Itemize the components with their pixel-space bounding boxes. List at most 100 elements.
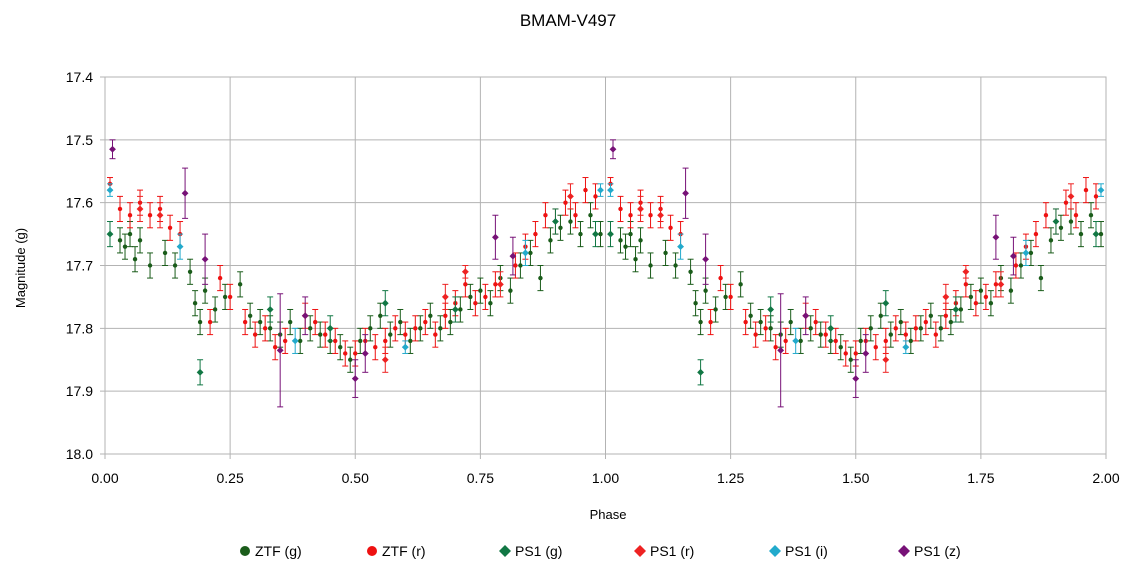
data-point [623,244,628,249]
data-point [567,192,574,200]
data-point [127,231,133,237]
data-point [443,313,448,318]
data-point [227,294,233,300]
data-point [361,350,369,357]
data-point [873,344,878,350]
y-tick-label: 17.7 [66,258,93,274]
data-point [942,293,950,301]
data-point [952,306,960,313]
data-point [848,357,853,362]
data-point [509,252,517,260]
x-tick-label: 1.00 [592,470,619,486]
data-point [702,255,709,263]
data-point [753,332,758,337]
data-point [882,299,890,307]
data-point [291,337,299,345]
data-point [423,319,428,325]
data-point [888,332,893,337]
data-point [176,243,184,251]
data-point [137,238,143,243]
data-point [338,344,343,350]
legend-marker [367,546,377,556]
data-point [267,326,273,331]
data-point [607,186,614,194]
data-point [441,293,449,301]
data-point [1048,238,1054,243]
x-tick-label: 0.25 [217,470,244,486]
data-point [978,288,984,293]
data-point [1038,275,1044,281]
data-point [973,301,979,306]
data-point [197,319,203,325]
data-point [513,263,518,268]
data-point [308,326,313,331]
data-point [838,344,843,350]
series-group [106,139,1105,408]
data-point [648,263,653,268]
data-point [1008,288,1014,293]
data-point [117,206,123,212]
data-point [1010,252,1017,260]
data-point [609,145,617,153]
data-point [106,186,114,194]
x-tick-label: 1.75 [967,470,994,486]
data-point [673,263,678,268]
data-point [222,294,228,300]
data-point [813,319,818,325]
data-point [483,294,488,300]
data-point [992,233,1000,241]
data-point [217,275,223,281]
data-point [578,231,583,237]
data-point [713,307,718,312]
data-point [381,299,389,307]
legend-marker [240,546,250,556]
data-point [1043,213,1049,218]
data-point [767,306,775,313]
data-point [768,326,773,331]
data-point [878,313,883,318]
data-point [853,351,858,356]
data-point [1098,231,1104,237]
data-point [247,313,253,318]
data-point [276,346,284,354]
data-point [923,319,929,325]
data-point [1013,263,1019,268]
legend-item: ZTF (r) [367,543,426,559]
data-point [478,288,483,293]
data-point [883,338,888,344]
x-tick-label: 1.50 [842,470,869,486]
data-point [383,338,388,344]
data-point [1083,187,1089,193]
legend-label: ZTF (g) [255,543,302,559]
data-point [109,145,116,153]
data-point [1093,194,1099,199]
data-point [697,368,704,376]
data-point [798,338,803,344]
data-point [943,313,949,318]
y-tick-labels: 17.4 17.5 17.6 17.7 17.8 17.9 18.0 [66,69,93,462]
data-point [428,313,433,318]
data-point [607,230,614,238]
data-point [461,268,469,276]
data-point [792,337,800,345]
data-point [903,332,908,337]
data-point [252,332,258,337]
data-point [388,332,393,337]
data-point [326,324,334,332]
data-point [862,350,870,357]
data-point [598,231,603,237]
data-point [637,205,644,213]
data-point [1022,249,1030,257]
data-point [1063,200,1069,205]
data-point [868,326,873,331]
data-point [348,357,353,362]
data-point [758,319,763,325]
data-point [962,268,970,276]
data-point [548,238,553,243]
data-point [593,194,598,199]
data-point [597,186,604,194]
data-point [823,332,828,337]
data-point [648,213,653,218]
data-point [552,218,559,225]
